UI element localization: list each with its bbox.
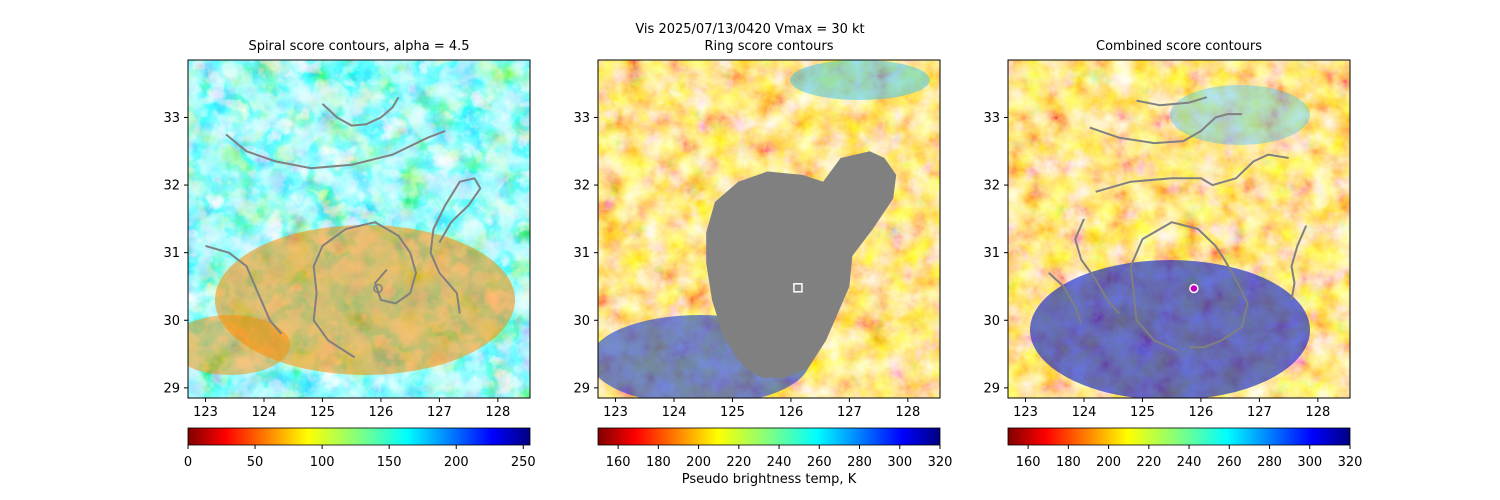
spiral-warm-core <box>215 225 515 375</box>
spiral-contour-line-1 <box>225 130 446 170</box>
spiral-colorbar-tick-label: 150 <box>377 455 402 470</box>
spiral-xtick-label: 126 <box>369 405 394 420</box>
ring-colorbar-tick-label: 200 <box>686 455 711 470</box>
ring-colorbar-tick-label: 280 <box>847 455 872 470</box>
combined-ytick-label: 29 <box>983 381 1000 396</box>
ring-ytick-label: 33 <box>573 111 590 126</box>
combined-colorbar-tick-label: 200 <box>1096 455 1121 470</box>
spiral-ytick-label: 32 <box>163 179 180 194</box>
spiral-contour-line-3 <box>312 221 417 359</box>
spiral-ytick-label: 33 <box>163 111 180 126</box>
ring-axes-frame <box>597 59 941 399</box>
combined-colorbar-tick-label: 240 <box>1177 455 1202 470</box>
ring-center-marker <box>793 283 803 293</box>
spiral-xtick-label: 128 <box>485 405 510 420</box>
combined-contour-line-1 <box>1089 113 1242 145</box>
combined-ytick-label: 30 <box>983 314 1000 329</box>
spiral-colorbar-tick-label: 200 <box>444 455 469 470</box>
ring-ytick-label: 30 <box>573 314 590 329</box>
ring-ytick-label: 32 <box>573 179 590 194</box>
combined-xtick-label: 123 <box>1013 405 1038 420</box>
combined-panel-title: Combined score contours <box>1096 39 1262 54</box>
ring-masked-region <box>706 151 897 378</box>
combined-ytick-label: 31 <box>983 246 1000 261</box>
combined-axes-frame <box>1007 59 1351 399</box>
spiral-contour-line-4 <box>429 177 482 314</box>
combined-contour-line-2 <box>1095 153 1289 193</box>
spiral-contour-line-2 <box>205 244 283 335</box>
combined-colorbar-tick-label: 220 <box>1136 455 1161 470</box>
ring-colorbar-tick-label: 300 <box>887 455 912 470</box>
spiral-colorbar: 0 50 100 150 200 250 <box>184 427 536 470</box>
ring-ytick-label: 29 <box>573 381 590 396</box>
combined-xtick-label: 128 <box>1305 405 1330 420</box>
spiral-colorbar-tick-label: 0 <box>184 455 192 470</box>
spiral-center-marker <box>373 283 383 294</box>
spiral-colorbar-tick-label: 250 <box>511 455 536 470</box>
ring-colorbar-tick-label: 260 <box>807 455 832 470</box>
spiral-colorbar-gradient <box>187 427 531 446</box>
combined-contour-line-6 <box>1290 225 1308 301</box>
spiral-ytick-label: 31 <box>163 246 180 261</box>
combined-contour-line-5 <box>1074 218 1120 315</box>
spiral-xtick-label: 123 <box>193 405 218 420</box>
combined-score-panel <box>1008 60 1350 398</box>
ring-colorbar-tick-label: 180 <box>646 455 671 470</box>
combined-xtick-label: 127 <box>1247 405 1272 420</box>
combined-colorbar-tick-label: 160 <box>1016 455 1041 470</box>
spiral-xtick-label: 124 <box>252 405 277 420</box>
spiral-score-panel <box>188 60 530 398</box>
ring-colorbar-tick-label: 160 <box>606 455 631 470</box>
spiral-colorbar-tick-label: 100 <box>310 455 335 470</box>
ring-xtick-label: 126 <box>779 405 804 420</box>
ring-colorbar-tick-label: 220 <box>726 455 751 470</box>
combined-ytick-label: 32 <box>983 179 1000 194</box>
combined-colorbar: 160 180 200 220 240 260 280 300 320 <box>1007 427 1363 470</box>
combined-cool-core <box>1030 260 1310 398</box>
ring-colorbar-tick-label: 240 <box>767 455 792 470</box>
ring-ytick-label: 31 <box>573 246 590 261</box>
spiral-ytick-label: 30 <box>163 314 180 329</box>
combined-center-marker <box>1189 283 1199 294</box>
spiral-colorbar-tick-label: 50 <box>247 455 264 470</box>
combined-colorbar-tick-label: 180 <box>1056 455 1081 470</box>
ring-colorbar: 160 180 200 220 240 260 280 300 320 <box>597 427 953 470</box>
spiral-xtick-label: 127 <box>427 405 452 420</box>
combined-xtick-label: 126 <box>1189 405 1214 420</box>
spiral-xtick-label: 125 <box>310 405 335 420</box>
ring-panel-title: Ring score contours <box>704 39 834 54</box>
combined-colorbar-tick-label: 280 <box>1257 455 1282 470</box>
combined-colorbar-tick-label: 300 <box>1297 455 1322 470</box>
spiral-axes-frame <box>187 59 531 399</box>
combined-ytick-label: 33 <box>983 111 1000 126</box>
spiral-contour-line-0 <box>321 96 400 127</box>
combined-contour-line-4 <box>1129 221 1249 352</box>
combined-colorbar-gradient <box>1007 427 1351 446</box>
ring-xtick-label: 123 <box>603 405 628 420</box>
ring-cool-north <box>790 60 930 100</box>
spiral-panel-title: Spiral score contours, alpha = 4.5 <box>248 39 470 54</box>
ring-xtick-label: 124 <box>662 405 687 420</box>
ring-xtick-label: 125 <box>720 405 745 420</box>
combined-xtick-label: 124 <box>1072 405 1097 420</box>
combined-colorbar-tick-label: 320 <box>1338 455 1363 470</box>
combined-xtick-label: 125 <box>1130 405 1155 420</box>
ring-colorbar-gradient <box>597 427 941 446</box>
combined-contour-line-3 <box>1048 272 1083 324</box>
combined-colorbar-tick-label: 260 <box>1217 455 1242 470</box>
colorbar-label: Pseudo brightness temp, K <box>681 472 857 487</box>
figure-suptitle: Vis 2025/07/13/0420 Vmax = 30 kt <box>635 22 865 37</box>
spiral-ytick-label: 29 <box>163 381 180 396</box>
combined-contour-line-0 <box>1136 96 1208 107</box>
ring-xtick-label: 127 <box>837 405 862 420</box>
ring-colorbar-tick-label: 320 <box>928 455 953 470</box>
spiral-warm-west <box>188 315 290 375</box>
ring-xtick-label: 128 <box>895 405 920 420</box>
